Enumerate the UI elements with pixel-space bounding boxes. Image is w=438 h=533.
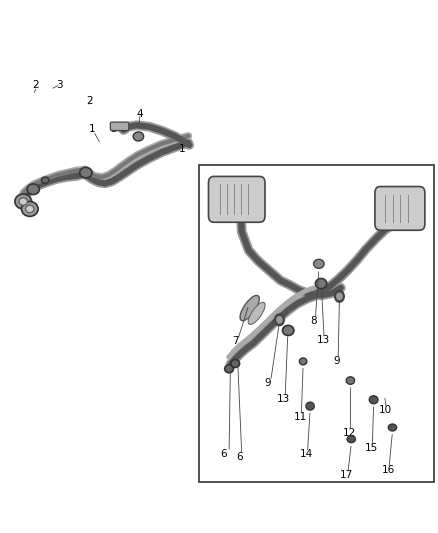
Text: 8: 8 — [310, 316, 317, 326]
Ellipse shape — [19, 198, 27, 205]
Circle shape — [277, 317, 282, 323]
Ellipse shape — [346, 377, 355, 384]
Text: 1: 1 — [88, 124, 95, 134]
Text: 11: 11 — [293, 412, 307, 422]
Circle shape — [335, 290, 344, 302]
Text: 7: 7 — [232, 336, 239, 346]
Text: 4: 4 — [136, 109, 143, 119]
FancyBboxPatch shape — [110, 122, 129, 131]
Text: 6: 6 — [220, 449, 227, 459]
Circle shape — [337, 293, 342, 300]
Text: 2: 2 — [32, 80, 39, 90]
Text: 12: 12 — [343, 428, 356, 438]
Ellipse shape — [314, 259, 324, 269]
Text: 15: 15 — [365, 443, 378, 453]
Ellipse shape — [248, 302, 265, 325]
Bar — [199, 165, 434, 482]
Text: 2: 2 — [86, 96, 93, 106]
Text: 1: 1 — [178, 144, 185, 154]
Text: 13: 13 — [277, 394, 290, 403]
Ellipse shape — [15, 194, 32, 209]
Ellipse shape — [133, 132, 144, 141]
Ellipse shape — [27, 184, 39, 195]
Ellipse shape — [389, 424, 397, 431]
Text: 9: 9 — [333, 357, 340, 366]
Text: 6: 6 — [237, 453, 244, 462]
Text: 14: 14 — [300, 449, 313, 459]
Text: 3: 3 — [56, 80, 63, 90]
Ellipse shape — [306, 402, 314, 410]
Text: 13: 13 — [317, 335, 330, 345]
FancyBboxPatch shape — [375, 187, 425, 230]
Text: 17: 17 — [340, 471, 353, 480]
FancyBboxPatch shape — [208, 176, 265, 222]
Text: 9: 9 — [265, 378, 272, 387]
Circle shape — [275, 314, 284, 326]
Ellipse shape — [21, 201, 38, 216]
Ellipse shape — [369, 395, 378, 404]
Ellipse shape — [315, 278, 327, 289]
Text: 10: 10 — [379, 406, 392, 415]
Ellipse shape — [225, 365, 233, 373]
Ellipse shape — [299, 358, 307, 365]
Text: 5: 5 — [110, 124, 117, 134]
Text: 16: 16 — [381, 465, 395, 475]
Ellipse shape — [80, 167, 92, 178]
Ellipse shape — [231, 359, 240, 368]
Ellipse shape — [41, 177, 49, 183]
Ellipse shape — [240, 295, 259, 321]
Ellipse shape — [283, 325, 294, 336]
Ellipse shape — [26, 205, 34, 213]
Ellipse shape — [347, 436, 356, 442]
